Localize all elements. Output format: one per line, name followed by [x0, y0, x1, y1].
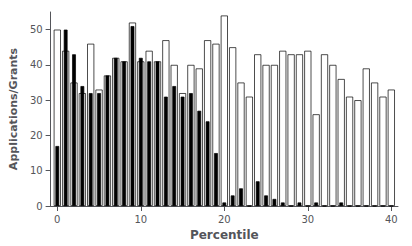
svg-text:10: 10 — [134, 214, 147, 225]
svg-text:30: 30 — [30, 95, 43, 106]
svg-text:40: 40 — [385, 214, 398, 225]
svg-text:0: 0 — [54, 214, 60, 225]
svg-text:40: 40 — [30, 59, 43, 70]
svg-text:Percentile: Percentile — [190, 228, 259, 242]
svg-text:50: 50 — [30, 24, 43, 35]
svg-text:20: 20 — [218, 214, 231, 225]
svg-text:20: 20 — [30, 130, 43, 141]
svg-text:30: 30 — [301, 214, 314, 225]
svg-text:0: 0 — [36, 201, 42, 212]
svg-text:Applications/Grants: Applications/Grants — [7, 47, 20, 170]
svg-text:10: 10 — [30, 165, 43, 176]
